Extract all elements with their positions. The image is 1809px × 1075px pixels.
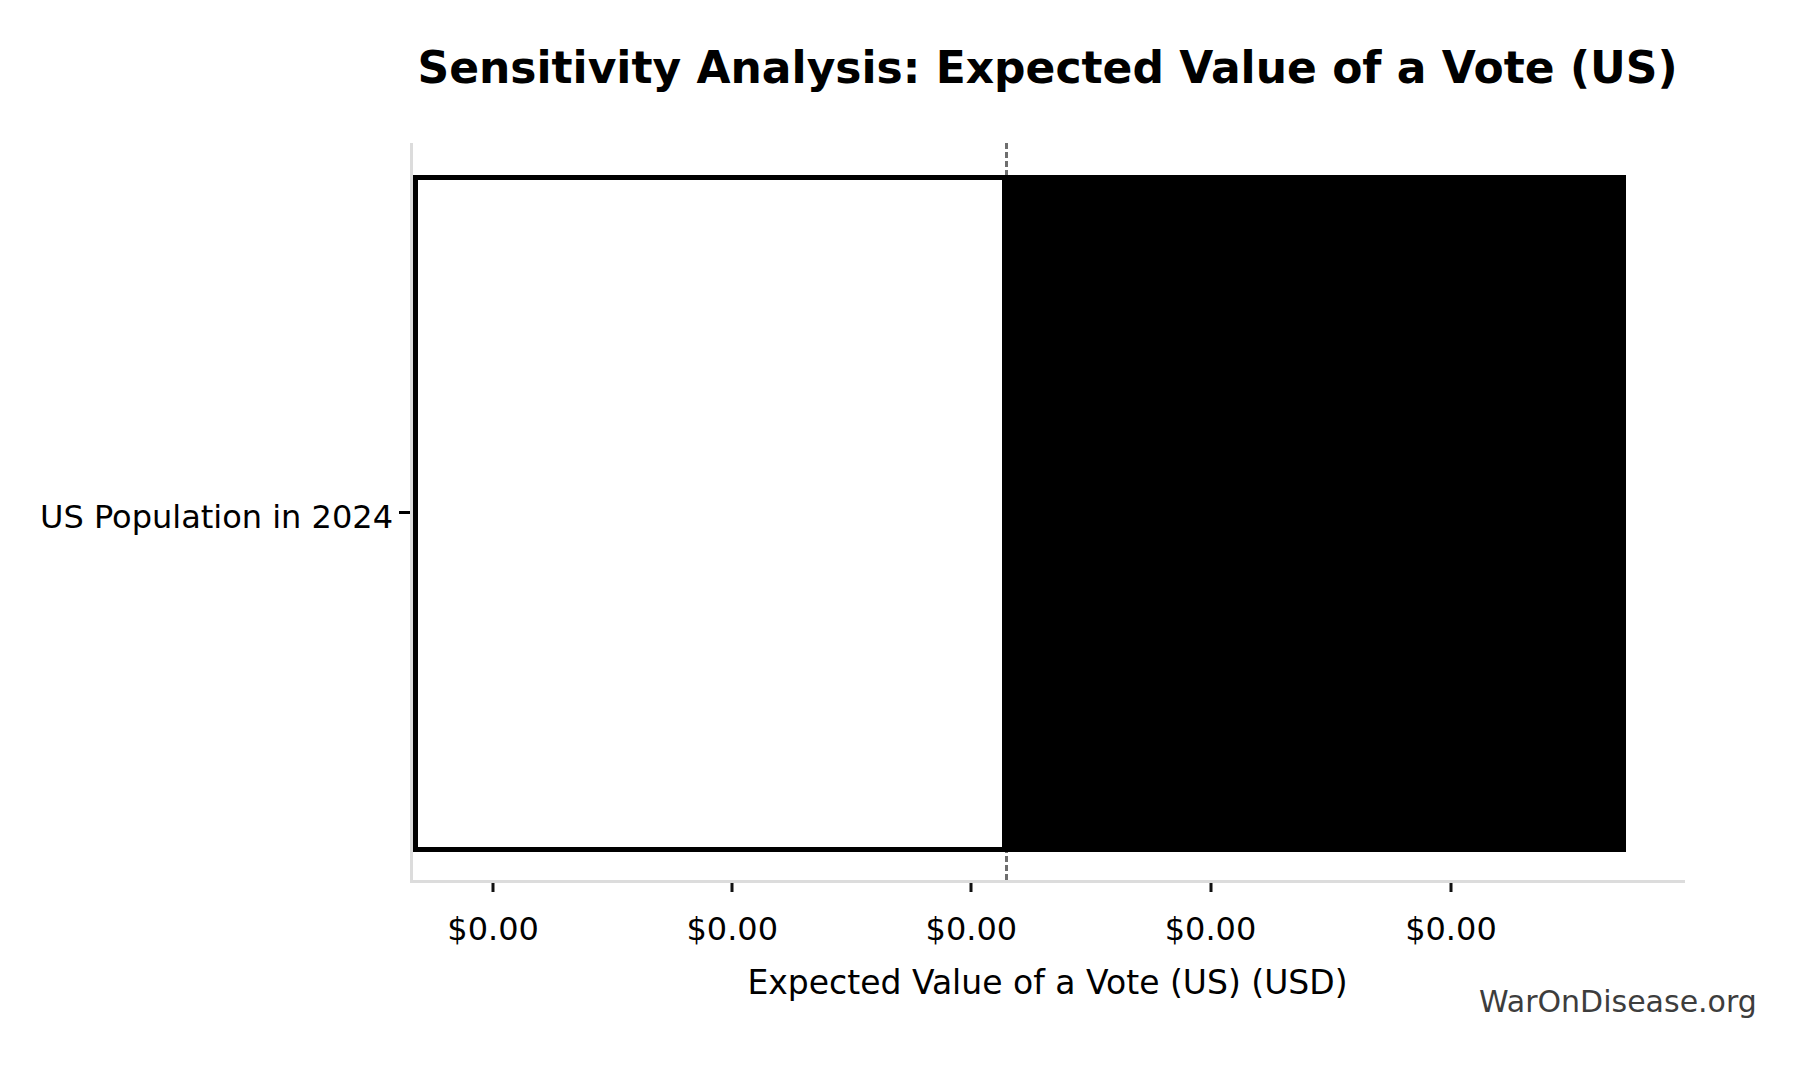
x-tick-mark-2 [970, 883, 973, 892]
x-tick-label-4: $0.00 [1405, 913, 1497, 945]
x-tick-label-2: $0.00 [926, 913, 1018, 945]
x-tick-mark-1 [731, 883, 734, 892]
x-tick-label-0: $0.00 [447, 913, 539, 945]
bar-low-segment [413, 175, 1007, 852]
x-tick-label-3: $0.00 [1165, 913, 1257, 945]
x-tick-label-1: $0.00 [686, 913, 778, 945]
bar-high-segment [1007, 175, 1626, 852]
watermark: WarOnDisease.org [1479, 987, 1757, 1017]
x-tick-mark-4 [1449, 883, 1452, 892]
chart-canvas: Sensitivity Analysis: Expected Value of … [0, 0, 1809, 1075]
chart-title: Sensitivity Analysis: Expected Value of … [410, 44, 1685, 92]
x-tick-mark-0 [492, 883, 495, 892]
x-axis-ticks: $0.00 $0.00 $0.00 $0.00 $0.00 [413, 883, 1685, 953]
x-tick-mark-3 [1209, 883, 1212, 892]
plot-area [410, 143, 1685, 883]
y-tick-label: US Population in 2024 [40, 501, 386, 533]
